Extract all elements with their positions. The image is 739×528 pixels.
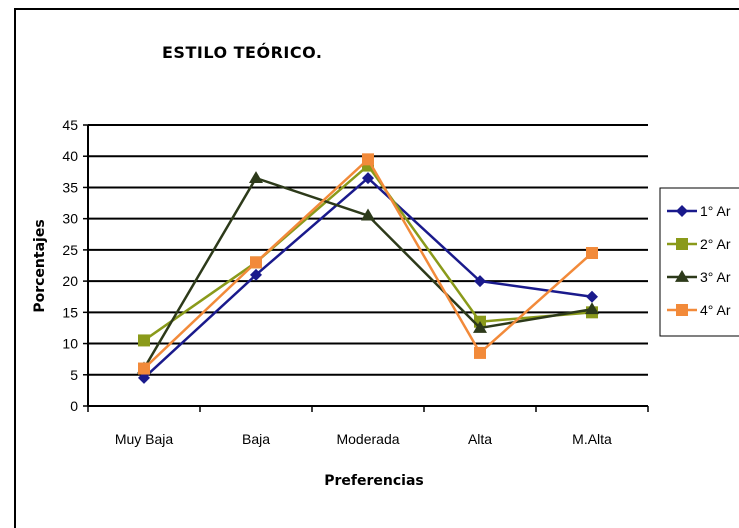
data-point [474,346,486,359]
series-line [142,176,593,370]
series-layer [137,153,599,384]
x-tick-label: M.Alta [572,431,612,447]
legend-label: 1° Ar [700,203,731,219]
y-tick-label: 15 [62,304,78,320]
series-4 [138,153,598,375]
chart-title: ESTILO TEÓRICO. [162,43,322,62]
legend-label: 2° Ar [700,236,731,252]
x-tick-label: Alta [468,431,492,447]
y-tick-label: 10 [62,336,78,352]
legend-label: 4° Ar [700,302,731,318]
data-point [249,171,263,183]
y-tick-label: 5 [70,367,78,383]
legend: 1° Ar 2° Ar 3° Ar 4° Ar [659,187,739,337]
y-axis-ticks: 0 5 10 15 20 25 30 35 40 45 [62,117,88,414]
legend-label: 3° Ar [700,269,731,285]
x-axis-ticks: Muy Baja Baja Moderada Alta M.Alta [87,406,649,447]
legend-item: 1° Ar [667,203,731,219]
data-point [474,275,486,288]
x-axis-title: Preferencias [324,473,424,489]
x-tick-label: Moderada [336,431,399,447]
data-point [586,247,598,260]
chart-frame [14,8,739,528]
data-point [250,256,262,269]
data-point [138,334,150,347]
legend-item: 3° Ar [667,269,731,285]
legend-swatch-marker [676,238,688,250]
y-tick-label: 30 [62,211,78,227]
series-line [143,157,593,370]
data-point [138,371,150,384]
data-point [138,362,150,375]
data-point [362,172,374,185]
data-point [250,268,262,281]
series-1 [138,172,598,384]
data-point [586,290,598,303]
legend-swatch-marker [676,205,688,217]
y-tick-label: 40 [62,148,78,164]
x-tick-label: Muy Baja [115,431,174,447]
x-tick-label: Baja [242,431,270,447]
legend-item: 4° Ar [667,302,731,318]
y-tick-label: 35 [62,179,78,195]
data-point [585,302,599,315]
data-point [361,208,375,221]
y-tick-label: 25 [62,242,78,258]
legend-swatch-marker [675,270,689,282]
y-tick-label: 45 [62,117,78,133]
y-axis-title: Porcentajes [32,219,48,312]
data-point [473,320,487,333]
data-point [362,153,374,166]
series-line [143,176,593,379]
y-tick-label: 20 [62,273,78,289]
legend-swatch-marker [676,304,688,316]
legend-box [659,187,739,337]
legend-item: 2° Ar [667,236,731,252]
y-tick-label: 0 [70,398,78,414]
line-chart: ESTILO TEÓRICO. 0 5 10 15 20 25 30 35 40 45 Muy B… [32,43,739,489]
